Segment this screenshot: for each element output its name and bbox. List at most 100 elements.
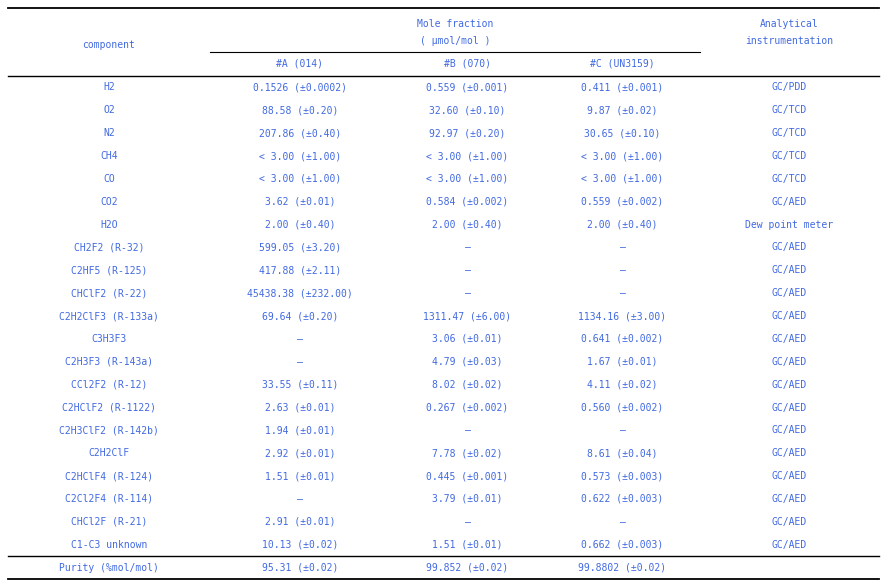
Text: –: – (464, 288, 470, 298)
Text: CCl2F2 (R-12): CCl2F2 (R-12) (71, 380, 147, 390)
Text: 7.78 (±0.02): 7.78 (±0.02) (431, 448, 502, 458)
Text: 1.51 (±0.01): 1.51 (±0.01) (264, 471, 335, 481)
Text: < 3.00 (±1.00): < 3.00 (±1.00) (259, 151, 341, 161)
Text: 2.00 (±0.40): 2.00 (±0.40) (431, 220, 502, 230)
Text: 99.852 (±0.02): 99.852 (±0.02) (426, 562, 508, 572)
Text: C2H3F3 (R-143a): C2H3F3 (R-143a) (65, 357, 153, 367)
Text: 2.92 (±0.01): 2.92 (±0.01) (264, 448, 335, 458)
Text: CH2F2 (R-32): CH2F2 (R-32) (74, 242, 144, 252)
Text: 95.31 (±0.02): 95.31 (±0.02) (261, 562, 338, 572)
Text: 1134.16 (±3.00): 1134.16 (±3.00) (578, 311, 665, 321)
Text: 1.51 (±0.01): 1.51 (±0.01) (431, 539, 502, 549)
Text: 45438.38 (±232.00): 45438.38 (±232.00) (247, 288, 353, 298)
Text: Dew point meter: Dew point meter (744, 220, 833, 230)
Text: 207.86 (±0.40): 207.86 (±0.40) (259, 128, 341, 138)
Text: 0.641 (±0.002): 0.641 (±0.002) (580, 334, 663, 344)
Text: 1.67 (±0.01): 1.67 (±0.01) (587, 357, 657, 367)
Text: C2HClF4 (R-124): C2HClF4 (R-124) (65, 471, 153, 481)
Text: Analytical: Analytical (759, 19, 818, 29)
Text: GC/AED: GC/AED (771, 448, 806, 458)
Text: –: – (297, 494, 303, 504)
Text: –: – (618, 288, 625, 298)
Text: GC/AED: GC/AED (771, 311, 806, 321)
Text: GC/AED: GC/AED (771, 494, 806, 504)
Text: 0.584 (±0.002): 0.584 (±0.002) (426, 197, 508, 207)
Text: C2H3ClF2 (R-142b): C2H3ClF2 (R-142b) (59, 426, 159, 436)
Text: C2HF5 (R-125): C2HF5 (R-125) (71, 265, 147, 275)
Text: GC/AED: GC/AED (771, 265, 806, 275)
Text: 2.91 (±0.01): 2.91 (±0.01) (264, 517, 335, 527)
Text: 0.559 (±0.002): 0.559 (±0.002) (580, 197, 663, 207)
Text: 0.622 (±0.003): 0.622 (±0.003) (580, 494, 663, 504)
Text: 0.662 (±0.003): 0.662 (±0.003) (580, 539, 663, 549)
Text: 8.61 (±0.04): 8.61 (±0.04) (587, 448, 657, 458)
Text: C2HClF2 (R-1122): C2HClF2 (R-1122) (62, 403, 156, 413)
Text: GC/TCD: GC/TCD (771, 128, 806, 138)
Text: N2: N2 (103, 128, 115, 138)
Text: GC/AED: GC/AED (771, 380, 806, 390)
Text: 2.00 (±0.40): 2.00 (±0.40) (587, 220, 657, 230)
Text: –: – (464, 517, 470, 527)
Text: –: – (464, 265, 470, 275)
Text: 4.11 (±0.02): 4.11 (±0.02) (587, 380, 657, 390)
Text: 92.97 (±0.20): 92.97 (±0.20) (429, 128, 505, 138)
Text: GC/AED: GC/AED (771, 242, 806, 252)
Text: –: – (297, 357, 303, 367)
Text: CHCl2F (R-21): CHCl2F (R-21) (71, 517, 147, 527)
Text: 0.1526 (±0.0002): 0.1526 (±0.0002) (253, 82, 346, 92)
Text: C2H2ClF: C2H2ClF (89, 448, 129, 458)
Text: 33.55 (±0.11): 33.55 (±0.11) (261, 380, 338, 390)
Text: C2Cl2F4 (R-114): C2Cl2F4 (R-114) (65, 494, 153, 504)
Text: GC/AED: GC/AED (771, 357, 806, 367)
Text: 69.64 (±0.20): 69.64 (±0.20) (261, 311, 338, 321)
Text: 4.79 (±0.03): 4.79 (±0.03) (431, 357, 502, 367)
Text: component: component (82, 41, 136, 50)
Text: 8.02 (±0.02): 8.02 (±0.02) (431, 380, 502, 390)
Text: –: – (618, 426, 625, 436)
Text: C2H2ClF3 (R-133a): C2H2ClF3 (R-133a) (59, 311, 159, 321)
Text: 0.445 (±0.001): 0.445 (±0.001) (426, 471, 508, 481)
Text: < 3.00 (±1.00): < 3.00 (±1.00) (426, 151, 508, 161)
Text: –: – (464, 426, 470, 436)
Text: 417.88 (±2.11): 417.88 (±2.11) (259, 265, 341, 275)
Text: GC/AED: GC/AED (771, 288, 806, 298)
Text: CHClF2 (R-22): CHClF2 (R-22) (71, 288, 147, 298)
Text: 0.267 (±0.002): 0.267 (±0.002) (426, 403, 508, 413)
Text: < 3.00 (±1.00): < 3.00 (±1.00) (426, 174, 508, 184)
Text: < 3.00 (±1.00): < 3.00 (±1.00) (580, 174, 663, 184)
Text: 88.58 (±0.20): 88.58 (±0.20) (261, 105, 338, 115)
Text: GC/PDD: GC/PDD (771, 82, 806, 92)
Text: 2.63 (±0.01): 2.63 (±0.01) (264, 403, 335, 413)
Text: GC/TCD: GC/TCD (771, 151, 806, 161)
Text: Purity (%mol/mol): Purity (%mol/mol) (59, 562, 159, 572)
Text: GC/AED: GC/AED (771, 426, 806, 436)
Text: GC/AED: GC/AED (771, 471, 806, 481)
Text: 0.559 (±0.001): 0.559 (±0.001) (426, 82, 508, 92)
Text: H2O: H2O (100, 220, 118, 230)
Text: O2: O2 (103, 105, 115, 115)
Text: –: – (618, 517, 625, 527)
Text: 0.560 (±0.002): 0.560 (±0.002) (580, 403, 663, 413)
Text: H2: H2 (103, 82, 115, 92)
Text: GC/TCD: GC/TCD (771, 105, 806, 115)
Text: 3.62 (±0.01): 3.62 (±0.01) (264, 197, 335, 207)
Text: –: – (618, 265, 625, 275)
Text: 1.94 (±0.01): 1.94 (±0.01) (264, 426, 335, 436)
Text: GC/AED: GC/AED (771, 539, 806, 549)
Text: 0.411 (±0.001): 0.411 (±0.001) (580, 82, 663, 92)
Text: 0.573 (±0.003): 0.573 (±0.003) (580, 471, 663, 481)
Text: 599.05 (±3.20): 599.05 (±3.20) (259, 242, 341, 252)
Text: #B (070): #B (070) (444, 59, 491, 69)
Text: 10.13 (±0.02): 10.13 (±0.02) (261, 539, 338, 549)
Text: –: – (618, 242, 625, 252)
Text: GC/TCD: GC/TCD (771, 174, 806, 184)
Text: –: – (464, 242, 470, 252)
Text: < 3.00 (±1.00): < 3.00 (±1.00) (580, 151, 663, 161)
Text: 99.8802 (±0.02): 99.8802 (±0.02) (578, 562, 665, 572)
Text: Mole fraction: Mole fraction (416, 19, 493, 29)
Text: C3H3F3: C3H3F3 (91, 334, 127, 344)
Text: CO2: CO2 (100, 197, 118, 207)
Text: < 3.00 (±1.00): < 3.00 (±1.00) (259, 174, 341, 184)
Text: 3.06 (±0.01): 3.06 (±0.01) (431, 334, 502, 344)
Text: 32.60 (±0.10): 32.60 (±0.10) (429, 105, 505, 115)
